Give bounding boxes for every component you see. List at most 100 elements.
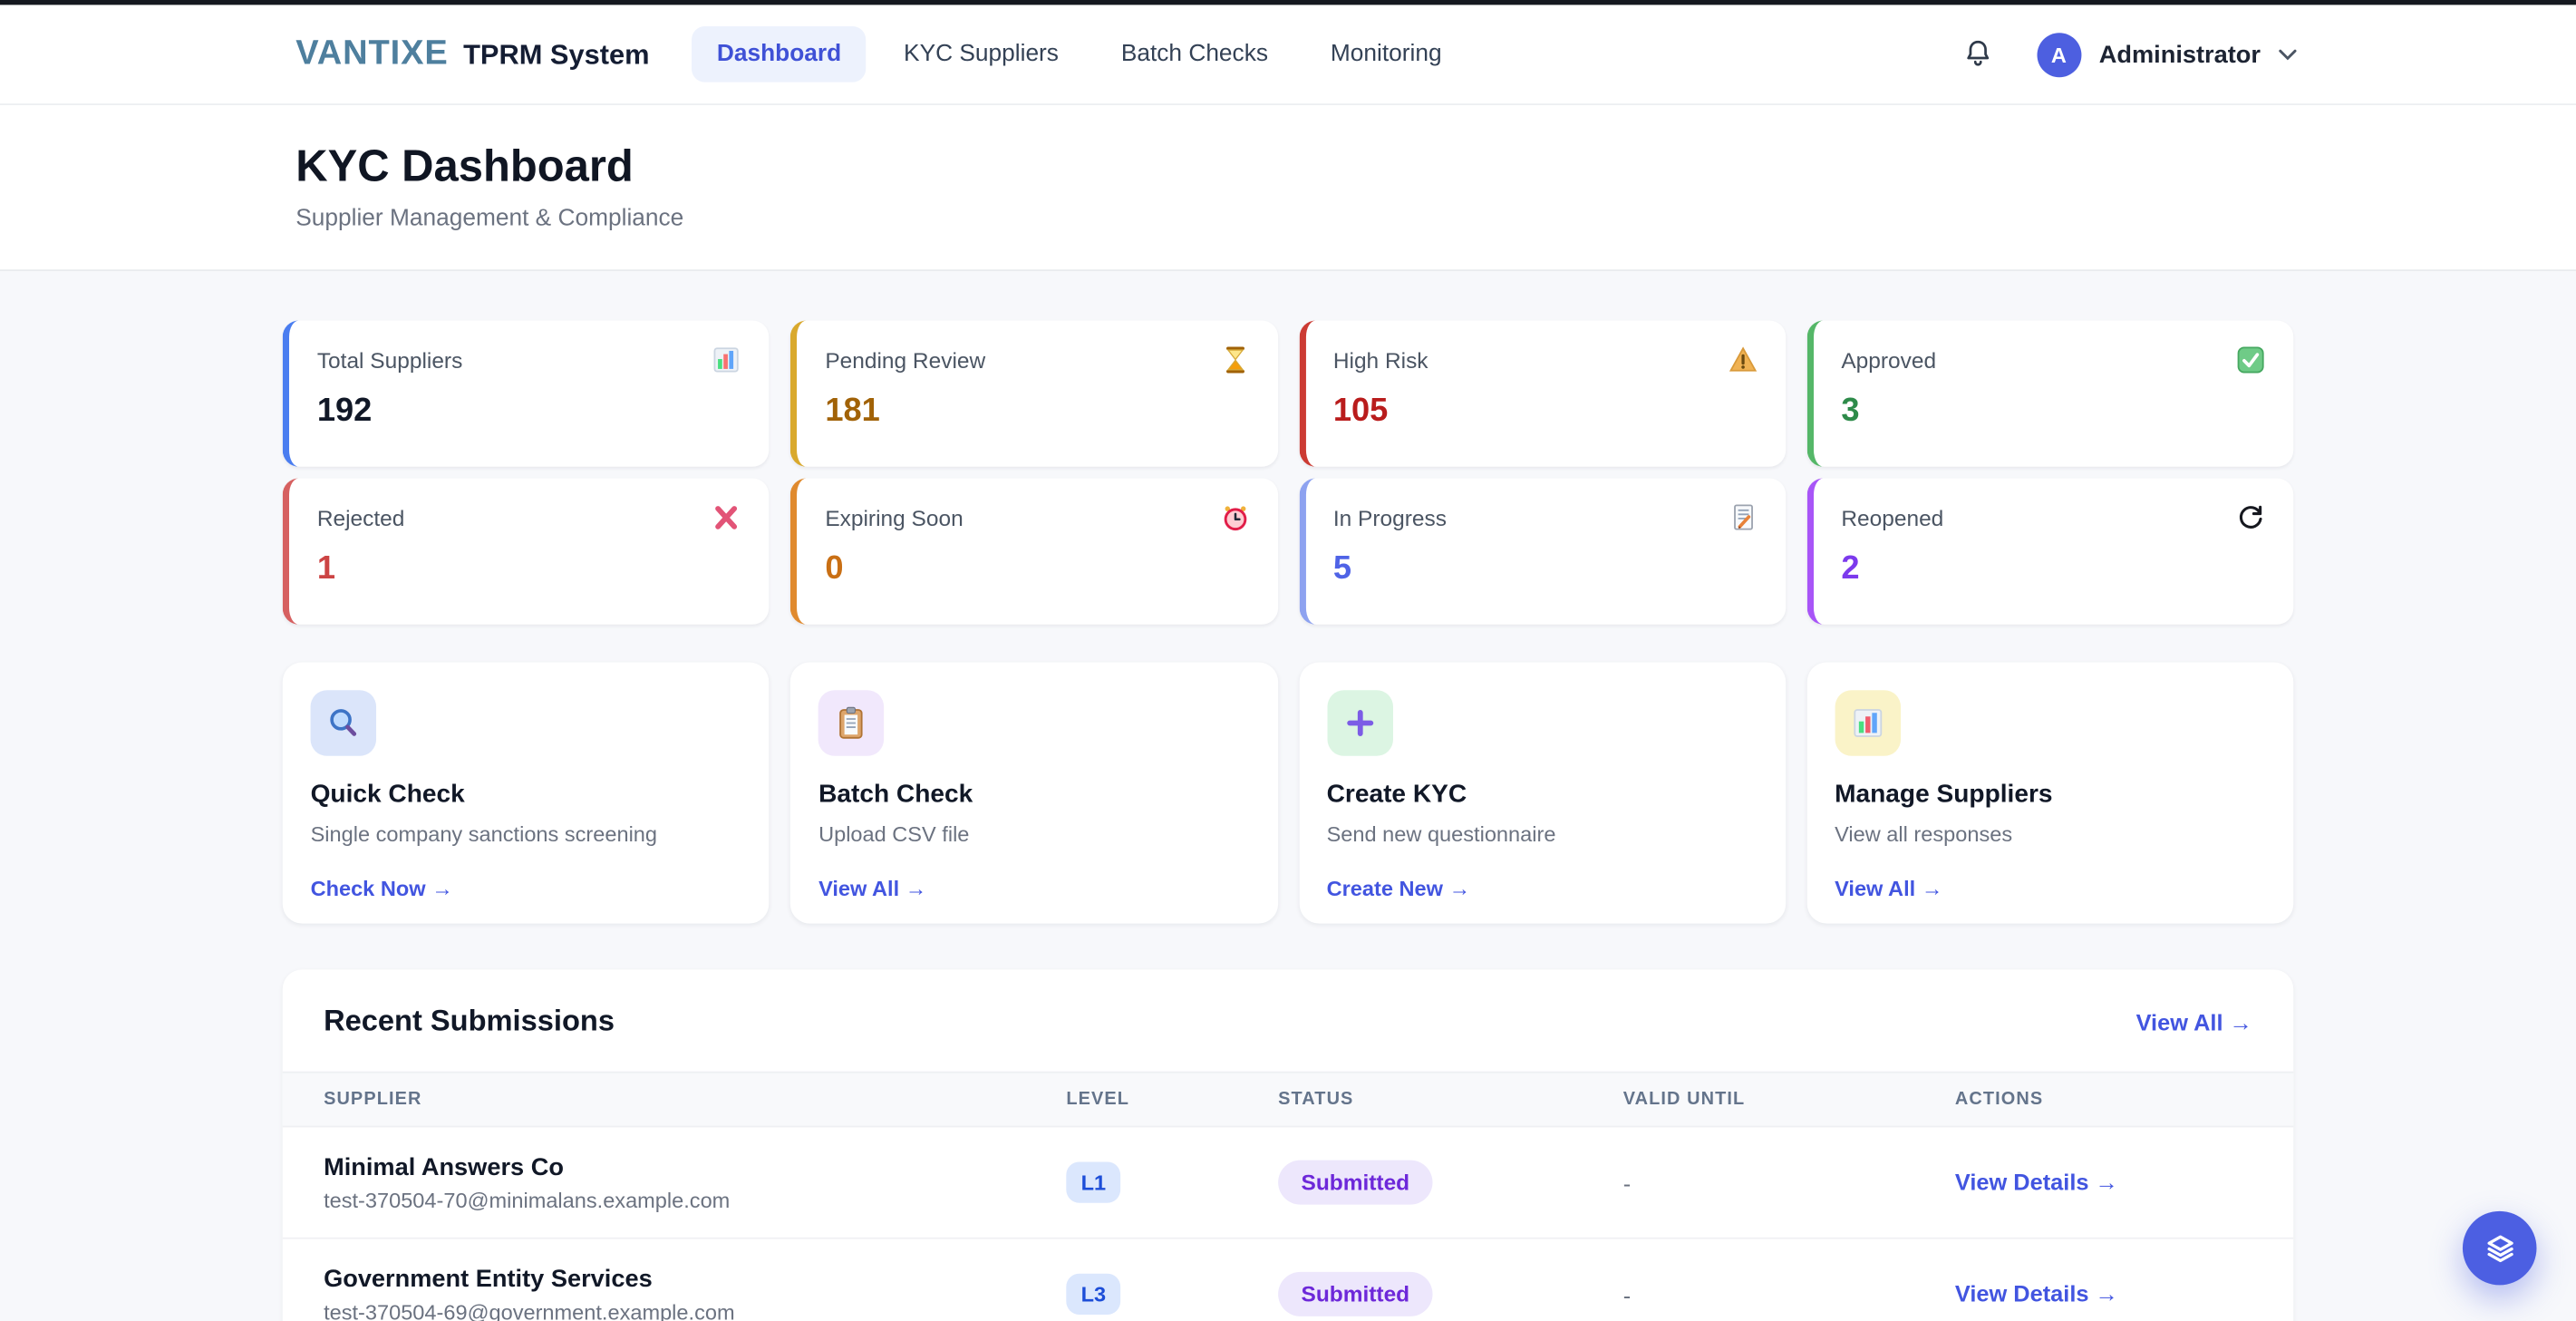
- stat-label: Total Suppliers: [316, 347, 463, 373]
- stat-value: 181: [825, 393, 880, 430]
- action-card-manage-suppliers[interactable]: Manage Suppliers View all responses View…: [1806, 662, 2294, 924]
- stat-card-in-progress: In Progress 5: [1298, 478, 1786, 625]
- stat-value: 0: [825, 550, 844, 588]
- supplier-name: Government Entity Services: [324, 1264, 653, 1293]
- brand-logo[interactable]: VANTIXE TPRM System: [295, 34, 649, 74]
- stat-card-rejected: Rejected 1: [282, 478, 770, 625]
- stat-card-approved: Approved 3: [1806, 320, 2294, 467]
- main-content: Total Suppliers 192 Pending Review: [282, 271, 2294, 1321]
- action-title: Batch Check: [818, 780, 973, 809]
- view-details-link[interactable]: View Details →: [1954, 1167, 2118, 1194]
- action-title: Quick Check: [310, 780, 465, 809]
- nav-item-dashboard[interactable]: Dashboard: [692, 26, 867, 83]
- action-title: Create KYC: [1326, 780, 1467, 809]
- col-actions: ACTIONS: [1954, 1089, 2044, 1110]
- valid-until-value: -: [1622, 1169, 1632, 1196]
- recent-submissions-card: Recent Submissions View All → SUPPLIER L…: [282, 969, 2294, 1321]
- status-badge: Submitted: [1278, 1271, 1433, 1316]
- action-card-quick-check[interactable]: Quick Check Single company sanctions scr…: [282, 662, 770, 924]
- nav-item-batch-checks[interactable]: Batch Checks: [1120, 41, 1268, 68]
- stat-value: 3: [1841, 393, 1860, 430]
- stat-label: Rejected: [316, 505, 405, 530]
- magnifier-icon: [330, 709, 357, 736]
- supplier-email: test-370504-70@minimalans.example.com: [324, 1187, 731, 1212]
- create-new-link[interactable]: Create New →: [1326, 876, 1471, 901]
- action-tile: [310, 690, 377, 756]
- stat-card-total-suppliers: Total Suppliers 192: [282, 320, 770, 467]
- chevron-down-icon: [2279, 48, 2297, 60]
- stat-card-expiring-soon: Expiring Soon 0: [790, 478, 1278, 625]
- view-details-link[interactable]: View Details →: [1954, 1279, 2118, 1306]
- stat-label: Reopened: [1841, 505, 1944, 530]
- stat-value: 5: [1332, 550, 1352, 588]
- stat-label: High Risk: [1332, 347, 1428, 373]
- warning-icon: [1729, 346, 1757, 372]
- action-tile: [1326, 690, 1393, 756]
- stat-label: Expiring Soon: [825, 505, 964, 530]
- action-desc: View all responses: [1835, 821, 2013, 847]
- level-badge: L1: [1066, 1161, 1121, 1203]
- alarm-clock-icon: [1223, 506, 1246, 531]
- actions-grid: Quick Check Single company sanctions scr…: [282, 662, 2294, 924]
- col-level: LEVEL: [1066, 1089, 1130, 1110]
- page-subtitle: Supplier Management & Compliance: [295, 205, 684, 232]
- user-name: Administrator: [2098, 40, 2261, 69]
- stat-label: Approved: [1841, 347, 1937, 373]
- batch-view-all-link[interactable]: View All →: [818, 876, 927, 901]
- action-card-create-kyc[interactable]: Create KYC Send new questionnaire Create…: [1298, 662, 1786, 924]
- refresh-icon: [2239, 505, 2262, 529]
- nav-item-kyc-suppliers[interactable]: KYC Suppliers: [904, 41, 1059, 68]
- stat-card-pending-review: Pending Review 181: [790, 320, 1278, 467]
- chart-icon: [1853, 709, 1882, 737]
- clipboard-icon: [839, 706, 864, 739]
- recent-submissions-title: Recent Submissions: [324, 1004, 615, 1037]
- stats-grid: Total Suppliers 192 Pending Review: [282, 320, 2294, 625]
- stat-label: Pending Review: [825, 347, 986, 373]
- check-box-icon: [2237, 346, 2264, 374]
- memo-icon: [1733, 504, 1753, 530]
- action-tile: [1835, 690, 1901, 756]
- stat-value: 192: [316, 393, 373, 430]
- action-title: Manage Suppliers: [1835, 780, 2053, 809]
- table-row: Government Entity Services test-370504-6…: [283, 1239, 2294, 1321]
- supplier-name: Minimal Answers Co: [324, 1152, 564, 1181]
- bell-icon[interactable]: [1961, 38, 1994, 71]
- plus-icon: [1346, 710, 1373, 736]
- table-header-row: SUPPLIER LEVEL STATUS VALID UNTIL ACTION…: [282, 1071, 2294, 1128]
- valid-until-value: -: [1622, 1280, 1632, 1307]
- action-tile: [818, 690, 885, 756]
- manage-view-all-link[interactable]: View All →: [1835, 876, 1943, 901]
- col-status: STATUS: [1278, 1089, 1354, 1110]
- supplier-email: test-370504-69@government.example.com: [324, 1298, 735, 1321]
- app-header: VANTIXE TPRM System Dashboard KYC Suppli…: [0, 5, 2576, 105]
- stat-label: In Progress: [1332, 505, 1447, 530]
- top-strip: [0, 0, 2576, 5]
- layers-fab-button[interactable]: [2462, 1210, 2537, 1286]
- brand-name: VANTIXE: [295, 34, 449, 73]
- action-card-batch-check[interactable]: Batch Check Upload CSV file View All →: [790, 662, 1278, 924]
- col-supplier: SUPPLIER: [324, 1089, 422, 1110]
- action-desc: Send new questionnaire: [1326, 821, 1556, 847]
- level-badge: L3: [1066, 1273, 1121, 1315]
- cross-mark-icon: [715, 506, 738, 529]
- layers-icon: [2486, 1234, 2513, 1262]
- main-nav: Dashboard KYC Suppliers Batch Checks Mon…: [692, 26, 1467, 83]
- stat-card-high-risk: High Risk 105: [1298, 320, 1786, 467]
- check-now-link[interactable]: Check Now →: [310, 876, 453, 901]
- table-row: Minimal Answers Co test-370504-70@minima…: [282, 1127, 2294, 1239]
- action-desc: Single company sanctions screening: [310, 821, 658, 847]
- submissions-view-all-link[interactable]: View All →: [2135, 1007, 2252, 1034]
- hero-section: KYC Dashboard Supplier Management & Comp…: [0, 105, 2576, 272]
- user-menu[interactable]: A Administrator: [2036, 32, 2297, 77]
- nav-item-monitoring[interactable]: Monitoring: [1330, 41, 1442, 68]
- action-desc: Upload CSV file: [818, 821, 970, 847]
- header-right: A Administrator: [1961, 32, 2297, 77]
- avatar: A: [2036, 32, 2081, 77]
- stat-value: 2: [1841, 550, 1860, 588]
- col-valid-until: VALID UNTIL: [1622, 1089, 1746, 1110]
- bar-chart-icon: [713, 347, 740, 373]
- stat-value: 1: [316, 550, 335, 588]
- stat-value: 105: [1332, 393, 1389, 430]
- hourglass-icon: [1225, 346, 1244, 374]
